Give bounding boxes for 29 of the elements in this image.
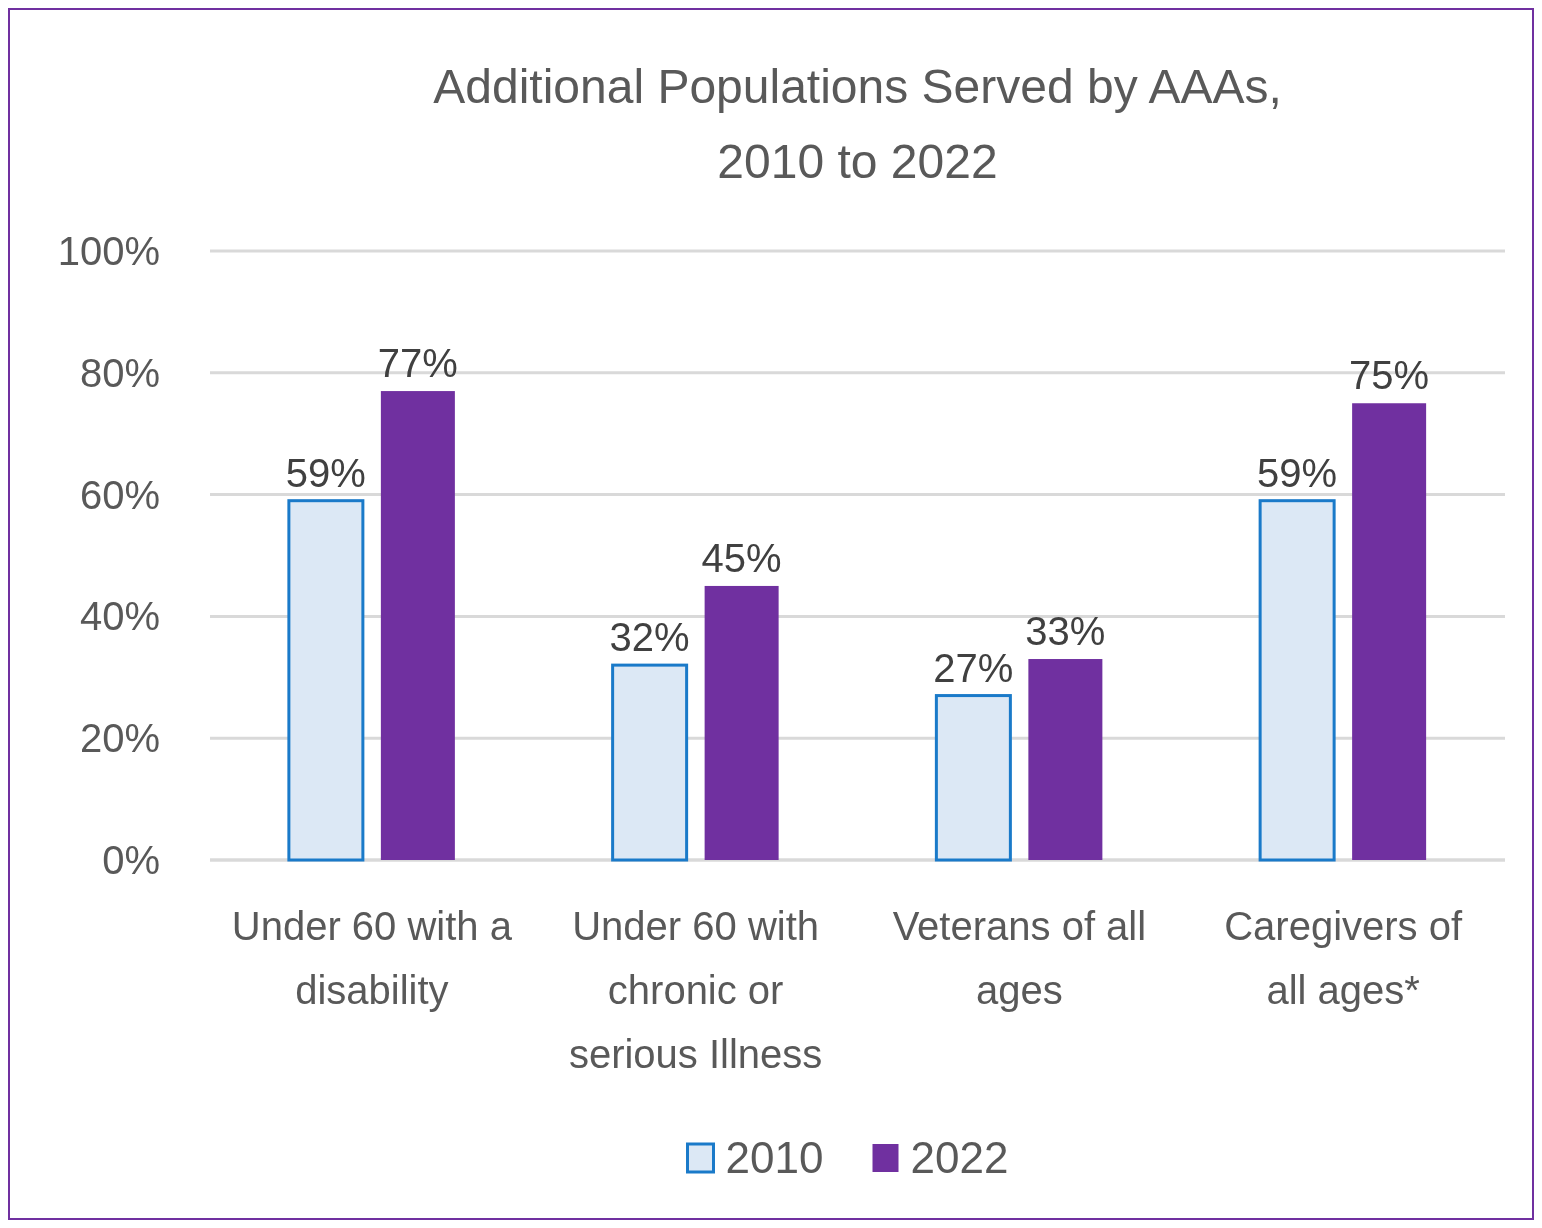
y-tick-label: 60%: [79, 472, 160, 517]
bar: [287, 499, 365, 862]
legend-label: 2022: [910, 1133, 1009, 1183]
x-tick-label: Under 60 with a disability: [231, 904, 513, 1012]
chart-title: Additional Populations Served by AAAs, 2010 to 2022: [433, 60, 1282, 188]
data-label: 45%: [701, 535, 782, 580]
data-label: 77%: [377, 341, 458, 386]
y-tick-label: 100%: [57, 229, 160, 273]
data-label: 32%: [609, 615, 690, 660]
x-tick-label: Under 60 with chronic or serious Illness: [568, 904, 823, 1076]
y-tick-label: 20%: [79, 716, 160, 761]
bar: [1028, 659, 1103, 860]
y-tick-label: 0%: [102, 838, 160, 882]
bar: [611, 663, 689, 862]
bar: [1258, 499, 1336, 862]
data-label: 75%: [1349, 353, 1430, 398]
data-label: 33%: [1025, 609, 1106, 654]
data-label: 27%: [933, 645, 1014, 690]
y-tick-label: 40%: [79, 594, 160, 639]
bar: [704, 585, 779, 860]
bar: [380, 391, 455, 860]
data-label: 59%: [285, 450, 366, 495]
y-tick-label: 80%: [79, 350, 160, 395]
data-label: 59%: [1257, 450, 1338, 495]
legend-label: 2010: [725, 1133, 824, 1183]
x-tick-label: Veterans of all ages: [892, 904, 1147, 1012]
x-tick-label: Caregivers of all ages*: [1224, 904, 1463, 1012]
bar: [934, 694, 1012, 862]
bar: [1352, 403, 1427, 860]
